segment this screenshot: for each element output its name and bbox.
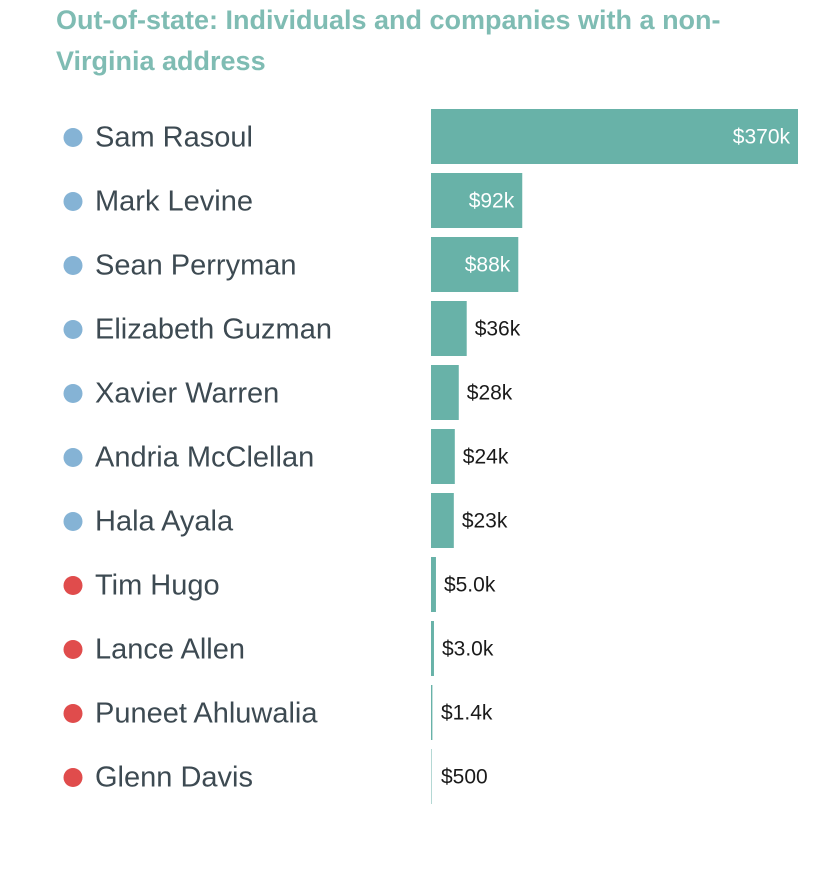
party-dot (63, 704, 83, 723)
value-label: $28k (467, 382, 513, 405)
party-dot (63, 384, 83, 403)
category-label: Lance Allen (95, 634, 245, 666)
bar-row-lance-allen: Lance Allen $3.0k (63, 621, 494, 676)
category-label: Elizabeth Guzman (95, 314, 332, 346)
category-label: Mark Levine (95, 186, 253, 218)
bar-row-andria-mcclellan: Andria McClellan $24k (63, 429, 509, 484)
category-label: Glenn Davis (95, 762, 253, 794)
value-label: $24k (463, 446, 509, 469)
bar-row-sean-perryman: Sean Perryman $88k (63, 237, 519, 292)
party-dot (63, 640, 83, 659)
bar (431, 557, 436, 612)
category-label: Andria McClellan (95, 442, 314, 474)
party-dot (63, 448, 83, 467)
bar (431, 173, 523, 228)
party-dot (63, 256, 83, 275)
bar-row-elizabeth-guzman: Elizabeth Guzman $36k (63, 301, 521, 356)
bar-row-puneet-ahluwalia: Puneet Ahluwalia $1.4k (63, 685, 493, 740)
bar (431, 685, 433, 740)
value-label: $88k (465, 254, 511, 277)
chart-rows: Sam Rasoul $370k Mark Levine $92k Sean Perry… (63, 109, 798, 804)
value-label: $1.4k (441, 702, 493, 725)
party-dot (63, 576, 83, 595)
category-label: Sean Perryman (95, 250, 297, 282)
bar-row-glenn-davis: Glenn Davis $500 (63, 749, 488, 804)
value-label: $3.0k (442, 638, 494, 661)
category-label: Puneet Ahluwalia (95, 698, 318, 730)
bar (431, 301, 467, 356)
bar (431, 621, 434, 676)
party-dot (63, 192, 83, 211)
bar (431, 237, 519, 292)
bar-row-mark-levine: Mark Levine $92k (63, 173, 523, 228)
bar-row-hala-ayala: Hala Ayala $23k (63, 493, 508, 548)
category-label: Sam Rasoul (95, 122, 253, 154)
party-dot (63, 768, 83, 787)
value-label: $5.0k (444, 574, 496, 597)
value-label: $36k (475, 318, 521, 341)
bar (431, 365, 459, 420)
bar (431, 493, 454, 548)
value-label: $92k (469, 190, 515, 213)
value-label: $500 (441, 766, 488, 789)
party-dot (63, 128, 83, 147)
bar-row-tim-hugo: Tim Hugo $5.0k (63, 557, 496, 612)
bar (431, 109, 798, 164)
category-label: Xavier Warren (95, 378, 279, 410)
party-dot (63, 320, 83, 339)
chart-title: Out-of-state: Individuals and companies … (56, 5, 721, 76)
bar-row-xavier-warren: Xavier Warren $28k (63, 365, 513, 420)
bar (431, 429, 455, 484)
party-dot (63, 512, 83, 531)
category-label: Tim Hugo (95, 570, 220, 602)
bar-row-sam-rasoul: Sam Rasoul $370k (63, 109, 798, 164)
value-label: $370k (733, 126, 791, 149)
value-label: $23k (462, 510, 508, 533)
category-label: Hala Ayala (95, 506, 234, 538)
